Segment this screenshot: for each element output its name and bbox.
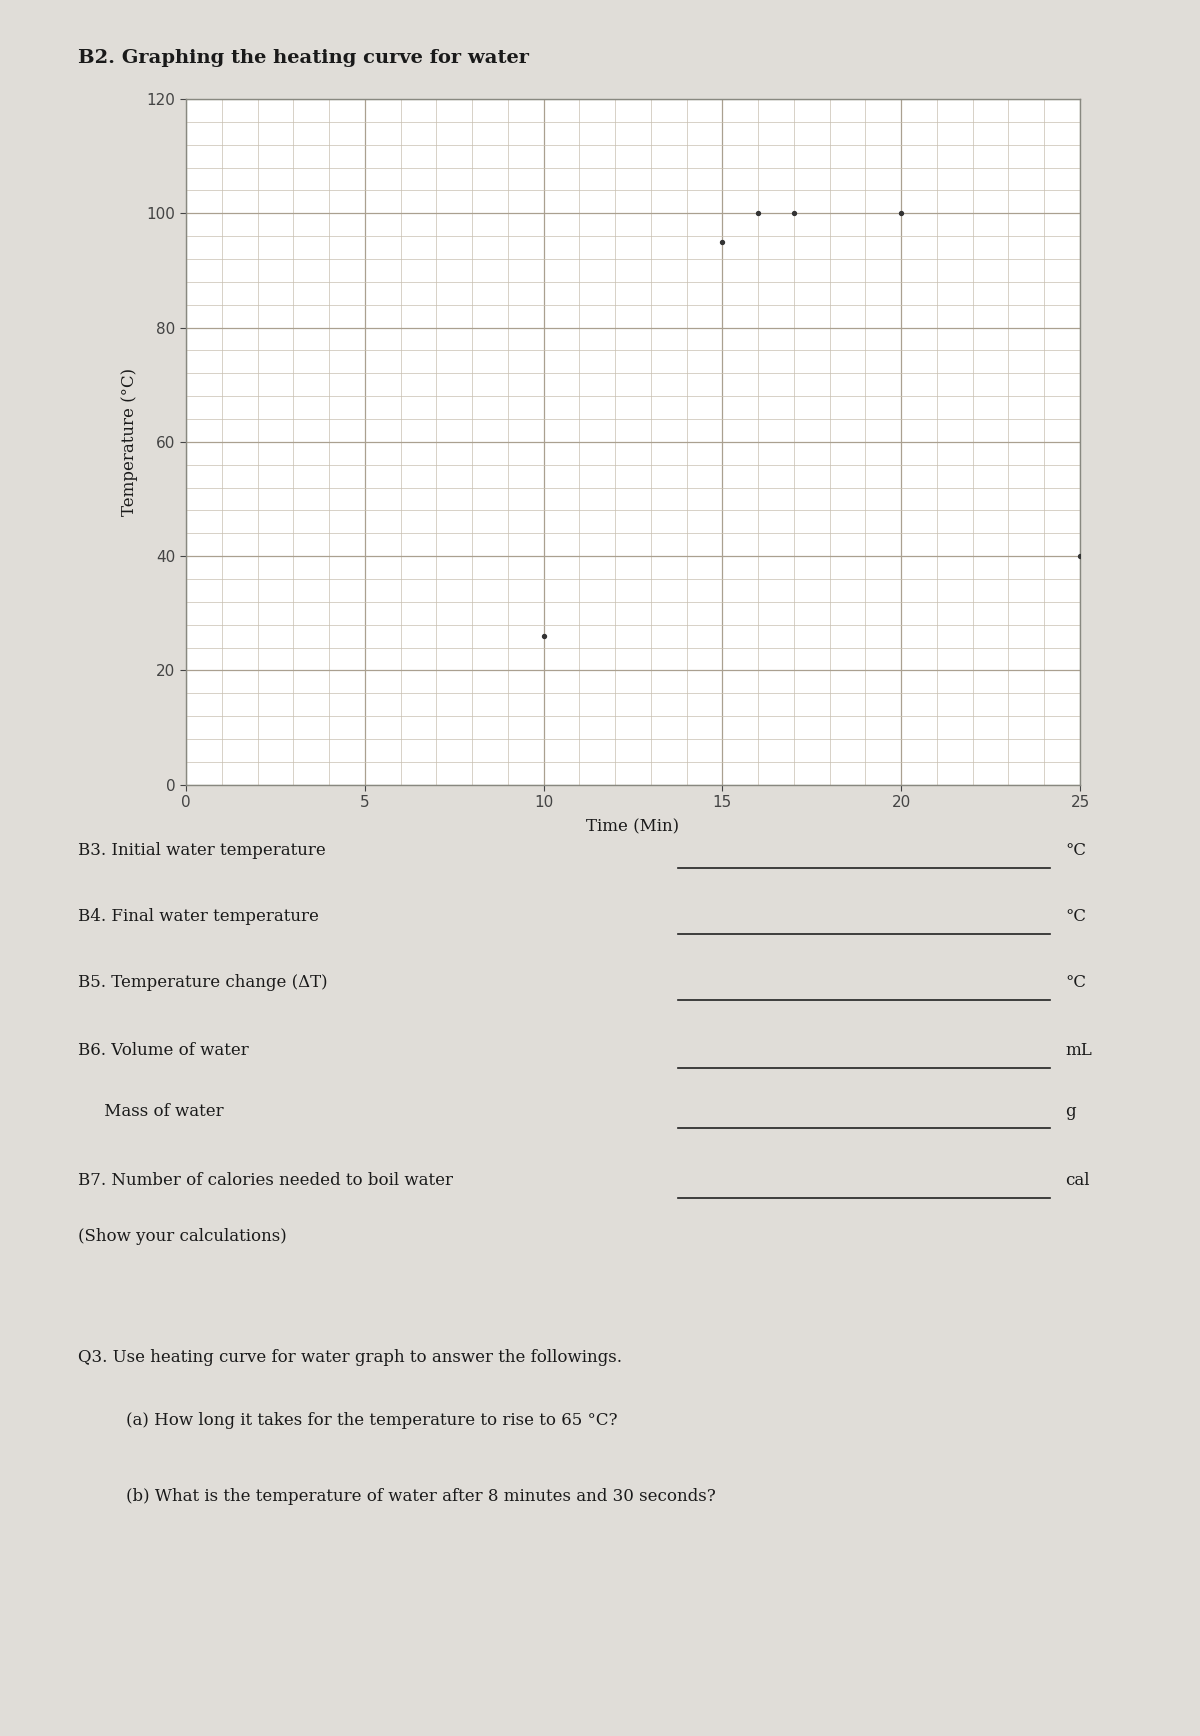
Text: B3. Initial water temperature: B3. Initial water temperature <box>78 842 325 859</box>
Text: B2. Graphing the heating curve for water: B2. Graphing the heating curve for water <box>78 49 529 66</box>
Text: B7. Number of calories needed to boil water: B7. Number of calories needed to boil wa… <box>78 1172 454 1189</box>
Point <box>749 200 768 227</box>
Point <box>892 200 911 227</box>
Text: °C: °C <box>1066 842 1087 859</box>
X-axis label: Time (Min): Time (Min) <box>587 818 679 835</box>
Text: (a) How long it takes for the temperature to rise to 65 °C?: (a) How long it takes for the temperatur… <box>126 1411 618 1429</box>
Text: B4. Final water temperature: B4. Final water temperature <box>78 908 319 925</box>
Text: mL: mL <box>1066 1042 1092 1059</box>
Text: (Show your calculations): (Show your calculations) <box>78 1227 287 1245</box>
Text: B6. Volume of water: B6. Volume of water <box>78 1042 248 1059</box>
Text: cal: cal <box>1066 1172 1090 1189</box>
Y-axis label: Temperature (°C): Temperature (°C) <box>121 368 138 516</box>
Point <box>713 227 732 255</box>
Text: B5. Temperature change (ΔT): B5. Temperature change (ΔT) <box>78 974 328 991</box>
Text: °C: °C <box>1066 908 1087 925</box>
Text: Q3. Use heating curve for water graph to answer the followings.: Q3. Use heating curve for water graph to… <box>78 1349 622 1366</box>
Text: °C: °C <box>1066 974 1087 991</box>
Point <box>785 200 804 227</box>
Point <box>534 621 553 649</box>
Text: (b) What is the temperature of water after 8 minutes and 30 seconds?: (b) What is the temperature of water aft… <box>126 1488 715 1505</box>
Text: Mass of water: Mass of water <box>78 1102 223 1120</box>
Text: g: g <box>1066 1102 1076 1120</box>
Point <box>1070 542 1090 569</box>
